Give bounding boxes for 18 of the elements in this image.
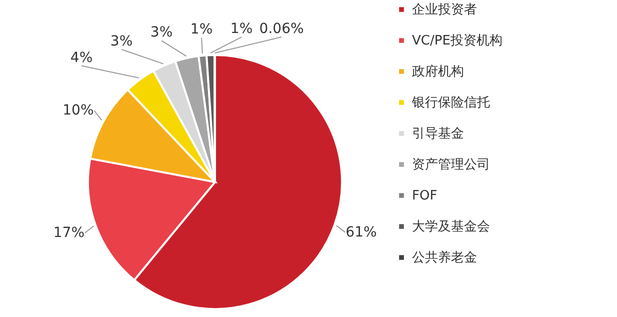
data-label: 1%: [190, 22, 213, 38]
legend-label: 资产管理公司: [412, 158, 490, 172]
data-label: 10%: [62, 102, 94, 119]
data-label: 61%: [346, 224, 377, 240]
legend-label: FOF: [412, 188, 438, 204]
legend-label: 公共养老金: [412, 250, 477, 266]
legend-label: 大学及基金会: [412, 220, 490, 234]
data-label: 0.06%: [259, 21, 304, 37]
data-label: 3%: [150, 24, 173, 41]
data-label: 1%: [230, 21, 253, 38]
legend-label: 银行保险信托: [411, 96, 490, 110]
legend-label: 引导基金: [412, 126, 464, 142]
data-label: 3%: [110, 33, 133, 50]
data-label: 4%: [70, 50, 93, 66]
legend-label: 政府机构: [412, 64, 464, 80]
data-label: 17%: [53, 224, 85, 241]
legend-label: 企业投资者: [412, 2, 477, 18]
legend-label: VC/PE投资机构: [412, 34, 502, 48]
